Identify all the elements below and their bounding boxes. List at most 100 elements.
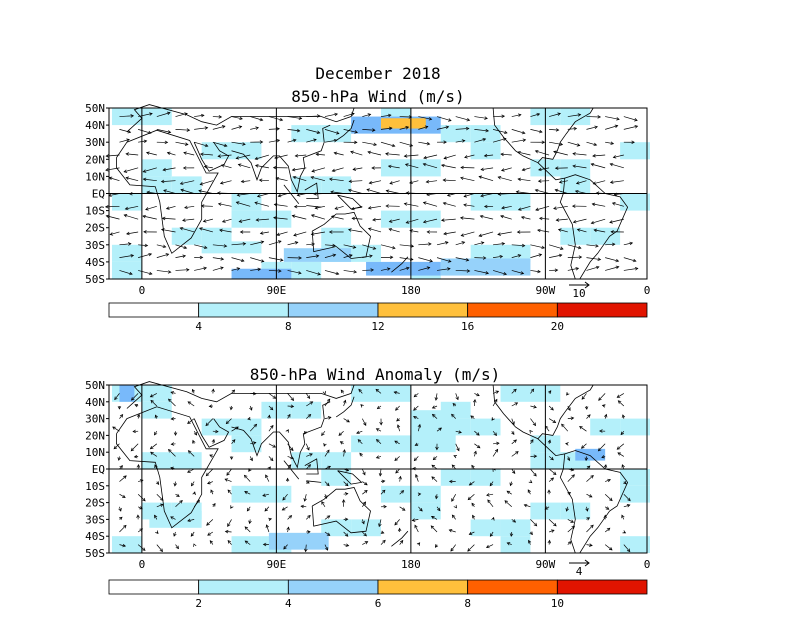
wind-arrow xyxy=(224,478,232,482)
wind-arrowhead xyxy=(413,457,418,462)
wind-arrow xyxy=(113,443,120,449)
wind-arrowhead xyxy=(105,168,109,172)
coastline xyxy=(335,396,355,418)
wind-arrow xyxy=(175,255,186,258)
wind-arrowhead xyxy=(548,390,552,394)
wind-arrowhead xyxy=(297,271,302,275)
shaded-cell xyxy=(141,176,172,194)
wind-arrow xyxy=(194,114,204,117)
wind-arrow xyxy=(268,393,276,399)
wind-arrowhead xyxy=(191,388,196,393)
wind-arrow xyxy=(282,506,288,511)
wind-arrowhead xyxy=(484,116,488,120)
wind-arrow xyxy=(324,531,330,536)
wind-arrow xyxy=(474,270,489,274)
wind-arrow xyxy=(586,493,593,498)
wind-arrowhead xyxy=(253,423,258,428)
wind-arrow xyxy=(535,150,550,156)
wind-arrowhead xyxy=(332,253,337,258)
wind-arrow xyxy=(226,418,232,424)
wind-arrowhead xyxy=(291,168,296,172)
wind-arrowhead xyxy=(237,163,242,167)
wind-arrow xyxy=(621,515,625,520)
wind-arrowhead xyxy=(183,245,188,250)
wind-arrow xyxy=(586,475,594,482)
wind-arrow xyxy=(125,205,139,210)
wind-arrowhead xyxy=(634,266,639,271)
wind-arrow xyxy=(244,475,251,482)
wind-arrow xyxy=(506,490,512,495)
wind-arrow xyxy=(474,430,480,436)
wind-arrow xyxy=(498,176,512,182)
wind-arrowhead xyxy=(571,474,575,478)
wind-arrow xyxy=(504,500,512,508)
wind-arrow xyxy=(376,456,382,459)
wind-arrowhead xyxy=(589,543,593,547)
shaded-region xyxy=(268,532,329,550)
wind-arrowhead xyxy=(230,505,234,509)
wind-arrowhead xyxy=(609,162,614,167)
wind-arrowhead xyxy=(298,116,303,120)
wind-arrow xyxy=(324,544,328,551)
wind-arrowhead xyxy=(587,414,591,418)
wind-arrow xyxy=(556,218,568,221)
wind-arrowhead xyxy=(389,255,394,260)
wind-arrowhead xyxy=(220,266,224,270)
wind-arrow xyxy=(249,424,257,432)
wind-arrowhead xyxy=(460,233,465,237)
wind-arrow xyxy=(380,141,395,147)
wind-arrowhead xyxy=(482,137,487,142)
wind-arrowhead xyxy=(357,439,362,443)
wind-arrow xyxy=(406,218,419,224)
wind-arrow xyxy=(455,116,470,121)
wind-arrowhead xyxy=(211,388,215,393)
wind-arrowhead xyxy=(144,243,149,248)
wind-arrowhead xyxy=(160,497,164,501)
lat-label-eq: EQ xyxy=(92,188,105,201)
wind-arrow xyxy=(572,165,587,169)
wind-arrow xyxy=(138,270,152,275)
colorbar-boxes xyxy=(108,302,648,318)
wind-arrow xyxy=(474,451,477,457)
wind-arrowhead xyxy=(154,464,158,469)
lat-label-40s: 40S xyxy=(85,256,105,269)
wind-arrow xyxy=(511,439,517,445)
lon-label-90e: 90E xyxy=(266,558,286,571)
colorbar-label-3: 12 xyxy=(371,320,384,333)
shaded-cell xyxy=(111,536,142,553)
wind-arrowhead xyxy=(567,541,572,545)
wind-arrowhead xyxy=(186,268,190,272)
wind-arrow xyxy=(156,493,164,501)
wind-arrow xyxy=(343,129,358,133)
wind-arrowhead xyxy=(240,258,245,263)
lat-label-10n: 10N xyxy=(85,170,105,183)
wind-arrowhead xyxy=(554,166,559,170)
shaded-cell xyxy=(410,485,441,503)
wind-arrowhead xyxy=(451,498,455,502)
wind-arrowhead xyxy=(479,214,484,219)
wind-arrow xyxy=(572,153,587,156)
wind-arrow xyxy=(455,140,465,143)
shaded-cell xyxy=(380,485,411,503)
wind-arrow xyxy=(218,154,232,157)
wind-arrowhead xyxy=(348,179,353,184)
wind-arrow xyxy=(306,255,319,258)
wind-arrowhead xyxy=(530,439,534,443)
wind-arrowhead xyxy=(326,532,331,536)
wind-arrowhead xyxy=(435,544,439,548)
wind-arrow xyxy=(604,493,613,501)
wind-arrowhead xyxy=(385,189,390,193)
latitude-labels: 50N 40N 30N 20N 10N EQ 10S 20S 30S 40S 5… xyxy=(85,102,109,286)
wind-arrowhead xyxy=(557,112,562,116)
wind-arrowhead xyxy=(162,167,167,172)
wind-arrow xyxy=(310,176,326,182)
wind-arrow xyxy=(324,416,331,419)
wind-arrowhead xyxy=(372,218,376,222)
shaded-cell xyxy=(500,519,531,537)
wind-arrow xyxy=(362,141,377,146)
wind-arrowhead xyxy=(590,162,595,167)
wind-arrow xyxy=(436,268,451,271)
wind-arrow xyxy=(343,418,350,423)
coastline xyxy=(537,438,629,554)
wind-arrow xyxy=(353,167,363,170)
